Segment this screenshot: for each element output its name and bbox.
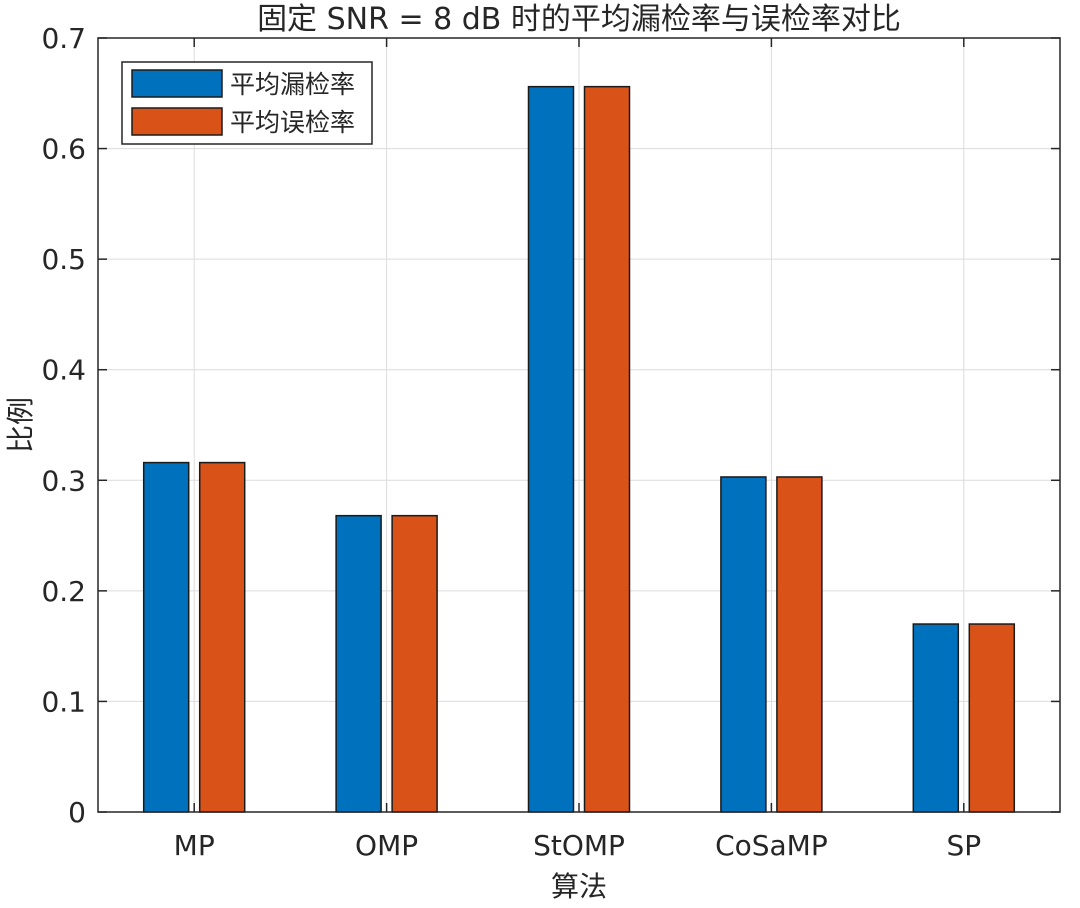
bar-miss-rate: [335, 514, 382, 813]
x-tick-label: SP: [946, 829, 981, 862]
bar-false-alarm-rate: [968, 623, 1016, 813]
y-axis-label: 比例: [4, 397, 37, 453]
y-tick-label: 0.4: [41, 354, 86, 387]
bar-false-alarm-rate: [583, 85, 631, 813]
y-tick-label: 0.7: [41, 22, 86, 55]
ticks-layer: 0 0.1 0.2 0.3 0.4 0.5 0.6 0.7 MP OMP StOMP CoSaMP SP: [41, 22, 1060, 862]
bar-false-alarm-rate: [198, 461, 246, 813]
bar-miss-rate: [527, 85, 575, 813]
bars-layer: [142, 85, 1016, 813]
legend-label-false-alarm-rate: 平均误检率: [230, 108, 355, 137]
y-tick-label: 0.2: [41, 575, 86, 608]
bar-false-alarm-rate: [391, 514, 438, 813]
legend-label-miss-rate: 平均漏检率: [230, 70, 355, 99]
x-tick-label: CoSaMP: [715, 829, 828, 862]
y-tick-label: 0: [68, 796, 86, 829]
bar-miss-rate: [912, 623, 960, 813]
legend-swatch-false-alarm-rate: [131, 107, 223, 136]
legend-swatch-miss-rate: [131, 69, 223, 98]
x-axis-label: 算法: [551, 870, 607, 903]
bar-miss-rate: [720, 476, 767, 813]
x-tick-label: OMP: [355, 829, 418, 862]
y-tick-label: 0.1: [41, 685, 86, 718]
chart-title: 固定 SNR = 8 dB 时的平均漏检率与误检率对比: [257, 2, 901, 37]
bar-false-alarm-rate: [776, 476, 823, 813]
bar-miss-rate: [142, 461, 190, 813]
grid-layer: [98, 37, 1060, 813]
y-tick-label: 0.6: [41, 133, 86, 166]
x-tick-label: MP: [174, 829, 215, 862]
y-tick-label: 0.3: [41, 464, 86, 497]
x-tick-label: StOMP: [533, 829, 625, 862]
y-tick-label: 0.5: [41, 243, 86, 276]
